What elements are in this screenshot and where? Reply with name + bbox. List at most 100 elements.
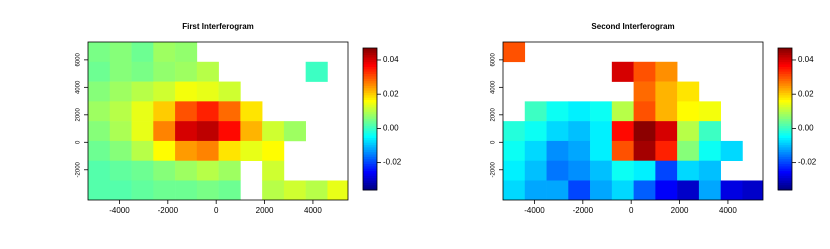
- heat-cell: [196, 140, 219, 162]
- colorbar-step: [778, 149, 792, 153]
- heat-cell: [633, 180, 656, 200]
- colorbar-step: [778, 182, 792, 186]
- plot-frame: [502, 41, 764, 201]
- colorbar-step: [778, 166, 792, 170]
- heat-cell: [88, 121, 111, 142]
- heat-cell: [677, 140, 700, 162]
- colorbar-step: [363, 135, 377, 139]
- colorbar-step: [778, 119, 792, 122]
- colorbar-step: [363, 180, 377, 184]
- colorbar-step: [778, 180, 792, 184]
- colorbar-step: [778, 133, 792, 136]
- heat-cell: [655, 121, 678, 142]
- plot-frame: [87, 41, 349, 201]
- colorbar-step: [363, 140, 377, 144]
- colorbar-step: [363, 111, 377, 115]
- colorbar-step: [778, 173, 792, 177]
- heat-cell: [109, 81, 132, 102]
- heat-cell: [109, 61, 132, 82]
- heat-cell: [109, 42, 132, 63]
- colorbar-step: [778, 69, 792, 73]
- colorbar-step: [363, 52, 377, 56]
- heat-cell: [175, 42, 198, 63]
- colorbar-step: [778, 135, 792, 139]
- x-tick-label: -4000: [524, 206, 545, 215]
- heat-cell: [611, 61, 634, 82]
- heat-cell: [109, 140, 132, 162]
- colorbar-step: [363, 62, 377, 65]
- heat-cell: [262, 140, 285, 162]
- colorbar-tick-label: 0.04: [798, 55, 814, 64]
- colorbar-step: [363, 90, 377, 94]
- colorbar-step: [778, 161, 792, 165]
- colorbar-step: [778, 85, 792, 89]
- colorbar-step: [363, 88, 377, 91]
- colorbar-step: [778, 128, 792, 132]
- colorbar-step: [363, 147, 377, 151]
- colorbar-step: [363, 168, 377, 172]
- heat-cell: [698, 140, 721, 162]
- colorbar-step: [363, 81, 377, 84]
- heat-cell: [218, 101, 241, 122]
- heat-cell: [633, 101, 656, 122]
- heat-cell: [568, 101, 591, 122]
- heat-cell: [196, 180, 219, 200]
- heat-cell: [698, 121, 721, 142]
- y-tick-label: 0: [76, 140, 82, 144]
- heat-cell: [88, 140, 111, 162]
- heat-cell: [677, 160, 700, 181]
- heat-cell: [262, 180, 285, 200]
- heat-cell: [698, 101, 721, 122]
- colorbar-step: [778, 175, 792, 179]
- heat-cell: [305, 61, 328, 82]
- heat-cell: [131, 180, 154, 200]
- heat-cell: [720, 140, 743, 162]
- colorbar-tick-label: 0.00: [383, 124, 399, 133]
- x-tick-label: 4000: [719, 206, 737, 215]
- colorbar-step: [778, 64, 792, 68]
- heat-cell: [305, 180, 328, 200]
- heat-cell: [677, 121, 700, 142]
- heat-cell: [503, 121, 526, 142]
- colorbar-step: [778, 66, 792, 70]
- colorbar-step: [363, 161, 377, 165]
- colorbar-step: [363, 142, 377, 146]
- y-tick-label: 6000: [491, 53, 497, 67]
- heat-cell: [611, 121, 634, 142]
- colorbar-step: [363, 92, 377, 96]
- heat-cell: [590, 121, 613, 142]
- heat-cell: [196, 81, 219, 102]
- heat-cell: [218, 160, 241, 181]
- heat-cell: [590, 180, 613, 200]
- heat-cell: [131, 140, 154, 162]
- x-tick-label: 2000: [671, 206, 689, 215]
- colorbar-step: [778, 137, 792, 141]
- y-tick-label: 6000: [76, 53, 82, 67]
- heat-cell: [175, 101, 198, 122]
- y-tick-label: 2000: [491, 107, 497, 121]
- heat-cell: [568, 180, 591, 200]
- colorbar-step: [363, 130, 377, 134]
- colorbar-step: [363, 166, 377, 170]
- heat-cell: [655, 81, 678, 102]
- colorbar-step: [778, 111, 792, 115]
- heat-cell: [568, 160, 591, 181]
- heat-cell: [88, 180, 111, 200]
- colorbar-tick-label: 0.04: [383, 55, 399, 64]
- heat-cell: [88, 42, 111, 63]
- heat-cell: [590, 160, 613, 181]
- heat-cell: [196, 160, 219, 181]
- heat-cell: [742, 180, 763, 200]
- heat-cell: [546, 180, 569, 200]
- heat-cell: [611, 180, 634, 200]
- colorbar-step: [363, 154, 377, 158]
- heat-cell: [611, 101, 634, 122]
- heat-cell: [590, 140, 613, 162]
- colorbar-step: [778, 152, 792, 155]
- colorbar-step: [778, 83, 792, 87]
- heat-cell: [109, 121, 132, 142]
- heat-cell: [153, 121, 176, 142]
- colorbar-step: [363, 128, 377, 132]
- y-tick-label: 0: [491, 140, 497, 144]
- colorbar-step: [778, 156, 792, 160]
